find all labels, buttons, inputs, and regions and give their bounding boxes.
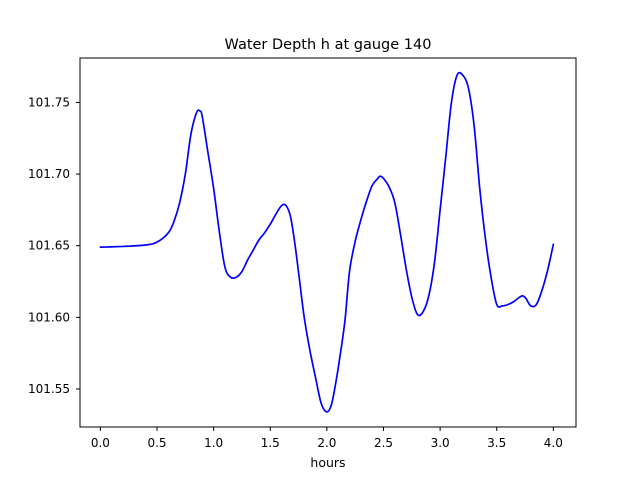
- tick-layer: 0.0 0.5 1.0 1.5 2.0 2.5 3.0 3.5 4.0 101.55 101.60 1…: [28, 95, 563, 450]
- y-tick-label: 101.65: [28, 239, 70, 253]
- x-tick-label: 0.0: [91, 436, 110, 450]
- y-tick-label: 101.75: [28, 95, 70, 109]
- water-depth-series-line: [99, 71, 555, 413]
- x-tick-label: 2.0: [317, 436, 336, 450]
- plot-area-frame: [79, 57, 577, 428]
- x-tick-label: 3.0: [431, 436, 450, 450]
- x-tick-label: 3.5: [487, 436, 506, 450]
- x-tick-label: 4.0: [544, 436, 563, 450]
- x-axis-label: hours: [310, 455, 345, 470]
- plot-line-layer: [99, 71, 555, 413]
- y-tick-label: 101.55: [28, 382, 70, 396]
- y-tick-label: 101.70: [28, 167, 70, 181]
- x-tick-label: 0.5: [147, 436, 166, 450]
- y-tick-label: 101.60: [28, 310, 70, 324]
- x-tick-label: 2.5: [374, 436, 393, 450]
- x-tick-label: 1.5: [261, 436, 280, 450]
- x-tick-label: 1.0: [204, 436, 223, 450]
- chart-title: Water Depth h at gauge 140: [225, 37, 432, 53]
